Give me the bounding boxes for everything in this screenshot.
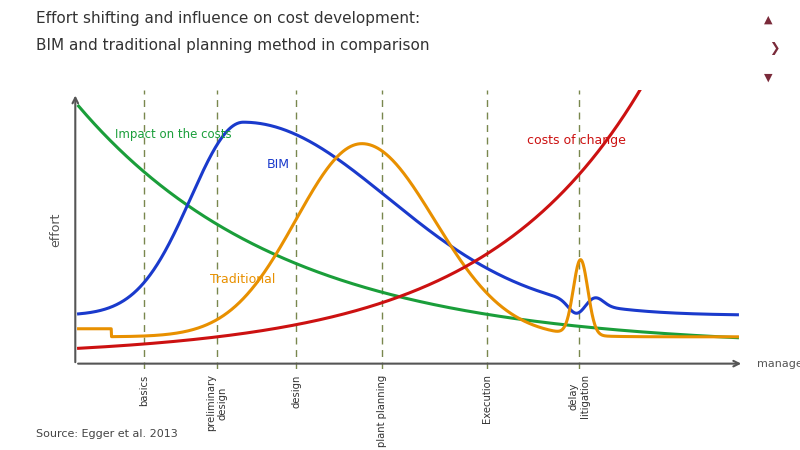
- Text: preliminary
design: preliminary design: [206, 374, 228, 432]
- Text: Execution: Execution: [482, 374, 492, 423]
- Text: effort: effort: [49, 212, 62, 247]
- Text: Impact on the costs: Impact on the costs: [115, 127, 231, 140]
- Text: ❯: ❯: [769, 42, 780, 55]
- Text: Source: Egger et al. 2013: Source: Egger et al. 2013: [36, 429, 178, 439]
- Text: Effort shifting and influence on cost development:: Effort shifting and influence on cost de…: [36, 11, 420, 26]
- Text: ▲: ▲: [764, 14, 772, 24]
- Text: basics: basics: [139, 374, 150, 405]
- Text: delay
litigation: delay litigation: [569, 374, 590, 418]
- Text: Traditional: Traditional: [210, 273, 276, 286]
- Text: ▼: ▼: [764, 73, 772, 83]
- Text: management  >>>: management >>>: [757, 359, 800, 369]
- Text: plant planning: plant planning: [377, 374, 386, 446]
- Text: costs of change: costs of change: [526, 134, 626, 147]
- Text: BIM and traditional planning method in comparison: BIM and traditional planning method in c…: [36, 38, 430, 53]
- Text: BIM: BIM: [266, 158, 290, 171]
- Text: design: design: [291, 374, 301, 408]
